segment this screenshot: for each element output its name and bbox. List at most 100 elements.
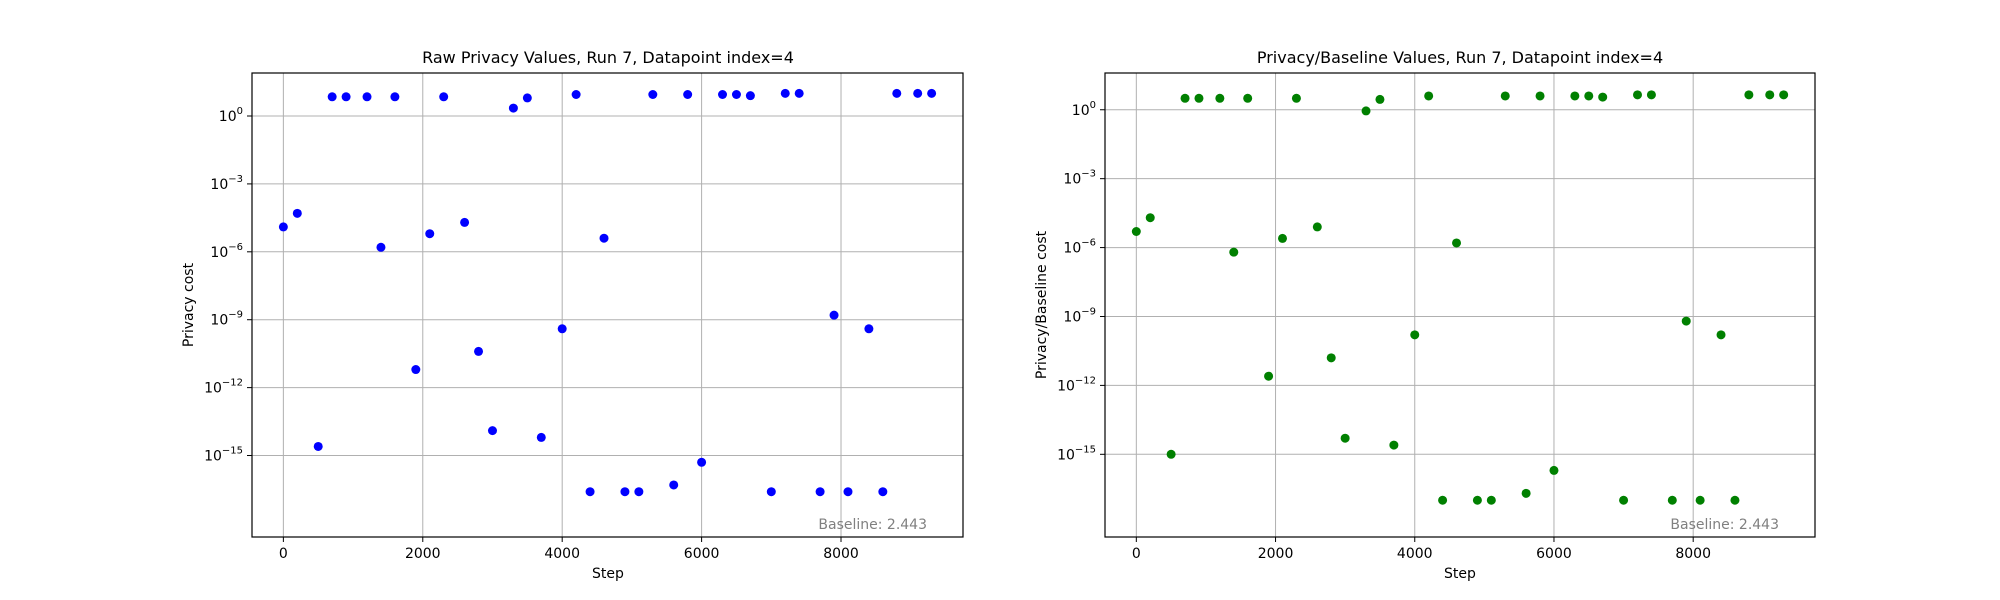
chart-right-data-point xyxy=(1779,90,1789,100)
chart-left-data-point xyxy=(815,487,825,497)
chart-left-plot-frame xyxy=(251,72,964,538)
chart-left-x-tick-label: 0 xyxy=(279,546,288,562)
chart-right-x-axis-label: Step xyxy=(1444,566,1476,582)
chart-left-data-point xyxy=(522,93,532,103)
chart-left-data-point xyxy=(376,242,386,252)
chart-left-y-tick-label: 10−6 xyxy=(210,242,243,261)
chart-left-y-tick-label: 10−12 xyxy=(204,378,243,397)
chart-right-data-point xyxy=(1535,91,1545,101)
chart-right-data-point xyxy=(1549,465,1559,475)
chart-left-data-point xyxy=(718,90,728,100)
chart-left-data-point xyxy=(487,426,497,436)
chart-left-data-point xyxy=(599,233,609,243)
chart-left-data-point xyxy=(731,90,741,100)
chart-left-data-point xyxy=(571,90,581,100)
chart-left-baseline-annotation: Baseline: 2.443 xyxy=(818,517,927,533)
chart-left-x-tick-label: 6000 xyxy=(684,546,720,562)
chart-left-x-tick-label: 2000 xyxy=(405,546,441,562)
chart-right-data-point xyxy=(1278,233,1287,243)
chart-right: Privacy/Baseline Values, Run 7, Datapoin… xyxy=(1034,48,1816,582)
chart-right-data-point xyxy=(1667,495,1677,505)
chart-left-data-point xyxy=(648,90,658,100)
chart-right-title: Privacy/Baseline Values, Run 7, Datapoin… xyxy=(1257,48,1663,67)
chart-right-data-point xyxy=(1375,94,1385,104)
chart-right-data-point xyxy=(1695,495,1705,505)
chart-right-data-point xyxy=(1716,330,1726,340)
chart-right-data-point xyxy=(1389,440,1399,450)
chart-right-x-tick-label: 6000 xyxy=(1536,546,1572,562)
chart-right-y-tick-label: 10−6 xyxy=(1063,238,1096,257)
chart-left-data-point xyxy=(536,432,546,442)
chart-left-grid xyxy=(252,73,963,537)
chart-left-data-point xyxy=(745,91,755,101)
chart-right-y-tick-label: 10−15 xyxy=(1057,444,1096,463)
chart-right-data-point xyxy=(1312,222,1322,232)
chart-right-y-tick-label: 100 xyxy=(1072,100,1096,119)
chart-right-data-point xyxy=(1584,91,1594,101)
chart-right-data-point xyxy=(1326,353,1336,363)
chart-right-data-point xyxy=(1131,226,1141,236)
chart-left: Raw Privacy Values, Run 7, Datapoint ind… xyxy=(181,48,964,582)
chart-left-data-point xyxy=(425,229,435,239)
chart-right-data-point xyxy=(1521,488,1531,498)
chart-left-data-point xyxy=(390,92,400,102)
chart-right-data-point xyxy=(1598,92,1608,102)
chart-right-data-point xyxy=(1264,371,1274,381)
chart-left-data-point xyxy=(697,457,707,467)
chart-right-data-point xyxy=(1765,90,1775,100)
chart-right-data-point xyxy=(1243,93,1253,103)
chart-left-data-point xyxy=(892,88,902,98)
chart-left-ticks: 0 2000 4000 6000 8000 100 10−3 10−6 10−9 10−12 10−… xyxy=(204,106,859,562)
chart-left-data-point xyxy=(278,222,288,232)
chart-left-y-tick-label: 10−3 xyxy=(210,174,243,193)
chart-left-data-point xyxy=(927,88,937,98)
chart-right-data-point xyxy=(1619,495,1629,505)
chart-right-data-point xyxy=(1500,91,1510,101)
chart-right-data-point xyxy=(1166,449,1176,459)
chart-left-data-point xyxy=(508,103,518,113)
chart-right-data-point xyxy=(1486,495,1496,505)
chart-left-x-axis-label: Step xyxy=(592,566,624,582)
chart-left-data-point xyxy=(474,346,484,356)
chart-left-y-tick-label: 10−9 xyxy=(210,310,243,329)
chart-right-data-point xyxy=(1215,93,1225,103)
chart-left-data-point xyxy=(843,487,853,497)
chart-left-data-point xyxy=(683,90,693,100)
chart-left-y-tick-label: 10−15 xyxy=(204,446,243,465)
chart-left-data-point xyxy=(766,487,776,497)
chart-right-data-point xyxy=(1145,213,1155,223)
chart-left-data-point xyxy=(313,441,323,451)
chart-right-data-point xyxy=(1438,495,1448,505)
chart-left-data-point xyxy=(878,487,888,497)
chart-right-data-point xyxy=(1633,90,1642,100)
chart-left-data-point xyxy=(362,92,372,102)
chart-right-ticks: 0 2000 4000 6000 8000 100 10−3 10−6 10−9 10−12 10−… xyxy=(1057,100,1711,562)
chart-left-data-point xyxy=(794,88,804,98)
chart-left-x-tick-label: 8000 xyxy=(823,546,859,562)
chart-left-data-point xyxy=(341,92,351,102)
chart-right-y-axis-label: Privacy/Baseline cost xyxy=(1034,230,1050,379)
chart-right-data-point xyxy=(1361,106,1371,116)
chart-left-data-point xyxy=(780,88,790,98)
chart-left-x-tick-label: 4000 xyxy=(544,546,580,562)
chart-right-data-point xyxy=(1646,90,1656,100)
chart-right-data-point xyxy=(1452,238,1462,248)
chart-left-data-point xyxy=(634,487,644,497)
chart-right-y-tick-label: 10−3 xyxy=(1063,169,1096,188)
chart-right-data-point xyxy=(1194,93,1204,103)
chart-right-y-tick-label: 10−12 xyxy=(1057,375,1096,394)
chart-right-data-point xyxy=(1681,316,1691,326)
chart-right-grid xyxy=(1105,73,1815,537)
chart-left-data-point xyxy=(411,365,421,375)
chart-right-data-point xyxy=(1340,433,1350,443)
chart-left-points xyxy=(278,88,937,497)
chart-right-data-point xyxy=(1229,247,1239,257)
chart-right-x-tick-label: 8000 xyxy=(1675,546,1711,562)
chart-left-data-point xyxy=(669,480,679,490)
chart-right-data-point xyxy=(1744,90,1754,100)
chart-left-data-point xyxy=(292,208,302,218)
chart-left-data-point xyxy=(864,324,874,334)
chart-right-data-point xyxy=(1410,330,1420,340)
chart-right-data-point xyxy=(1180,93,1190,103)
